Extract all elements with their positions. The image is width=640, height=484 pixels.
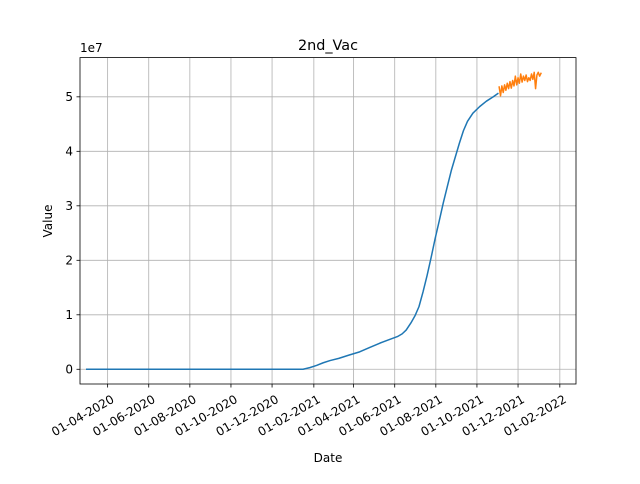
y-tick-label: 5 — [65, 90, 73, 104]
series-line-2 — [498, 71, 542, 97]
y-axis-offset-label: 1e7 — [80, 41, 103, 55]
chart-title: 2nd_Vac — [298, 38, 358, 54]
axes-frame — [79, 57, 577, 385]
y-tick-label: 0 — [65, 363, 73, 377]
y-tick-label: 4 — [65, 145, 73, 159]
x-axis-label: Date — [314, 451, 343, 465]
y-tick-label: 3 — [65, 199, 73, 213]
y-tick-label: 1 — [65, 308, 73, 322]
series-lines — [85, 71, 542, 371]
y-axis-label: Value — [41, 205, 55, 238]
series-line-1 — [85, 92, 499, 371]
y-tick-label: 2 — [65, 254, 73, 268]
grid-lines — [80, 57, 576, 384]
y-axis-ticks: 0 1 2 3 4 5 — [65, 90, 80, 377]
